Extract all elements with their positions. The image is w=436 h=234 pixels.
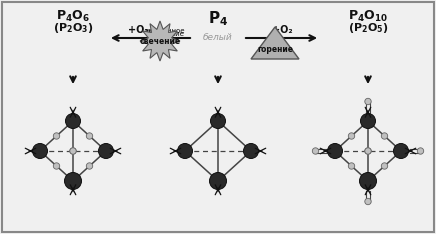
Text: $\mathbf{(P_2O_3)}$: $\mathbf{(P_2O_3)}$ bbox=[53, 21, 93, 35]
Text: горение: горение bbox=[257, 44, 293, 54]
Circle shape bbox=[348, 133, 355, 139]
Polygon shape bbox=[140, 21, 180, 61]
Circle shape bbox=[211, 113, 225, 128]
FancyBboxPatch shape bbox=[2, 2, 434, 232]
Text: $\mathbf{P_4}$: $\mathbf{P_4}$ bbox=[208, 10, 228, 28]
Circle shape bbox=[365, 148, 371, 154]
Text: $\mathbf{P_4O_6}$: $\mathbf{P_4O_6}$ bbox=[56, 8, 90, 24]
Text: медленное: медленное bbox=[145, 27, 185, 33]
Text: +O₂: +O₂ bbox=[272, 25, 292, 35]
Circle shape bbox=[365, 198, 371, 205]
Circle shape bbox=[65, 113, 81, 128]
Text: +O₂: +O₂ bbox=[128, 25, 148, 35]
Circle shape bbox=[394, 143, 409, 158]
Circle shape bbox=[365, 98, 371, 105]
Text: свечение: свечение bbox=[140, 37, 181, 45]
Circle shape bbox=[99, 143, 113, 158]
Circle shape bbox=[348, 163, 355, 169]
Circle shape bbox=[65, 172, 82, 190]
Text: окисление: окисление bbox=[146, 31, 184, 37]
Circle shape bbox=[33, 143, 48, 158]
Circle shape bbox=[365, 148, 371, 154]
Circle shape bbox=[53, 163, 60, 169]
Circle shape bbox=[417, 148, 424, 154]
Circle shape bbox=[70, 148, 76, 154]
Circle shape bbox=[312, 148, 319, 154]
Circle shape bbox=[382, 133, 388, 139]
Circle shape bbox=[70, 148, 76, 154]
Circle shape bbox=[327, 143, 343, 158]
Text: $\mathbf{(P_2O_5)}$: $\mathbf{(P_2O_5)}$ bbox=[348, 21, 388, 35]
Circle shape bbox=[360, 172, 377, 190]
Circle shape bbox=[53, 133, 60, 139]
Polygon shape bbox=[251, 27, 299, 59]
Circle shape bbox=[86, 163, 93, 169]
Circle shape bbox=[210, 172, 226, 190]
Text: белый: белый bbox=[203, 33, 233, 43]
Text: $\mathbf{P_4O_{10}}$: $\mathbf{P_4O_{10}}$ bbox=[348, 8, 388, 24]
Circle shape bbox=[86, 133, 93, 139]
Circle shape bbox=[361, 113, 375, 128]
Circle shape bbox=[382, 163, 388, 169]
Circle shape bbox=[243, 143, 259, 158]
Circle shape bbox=[177, 143, 193, 158]
